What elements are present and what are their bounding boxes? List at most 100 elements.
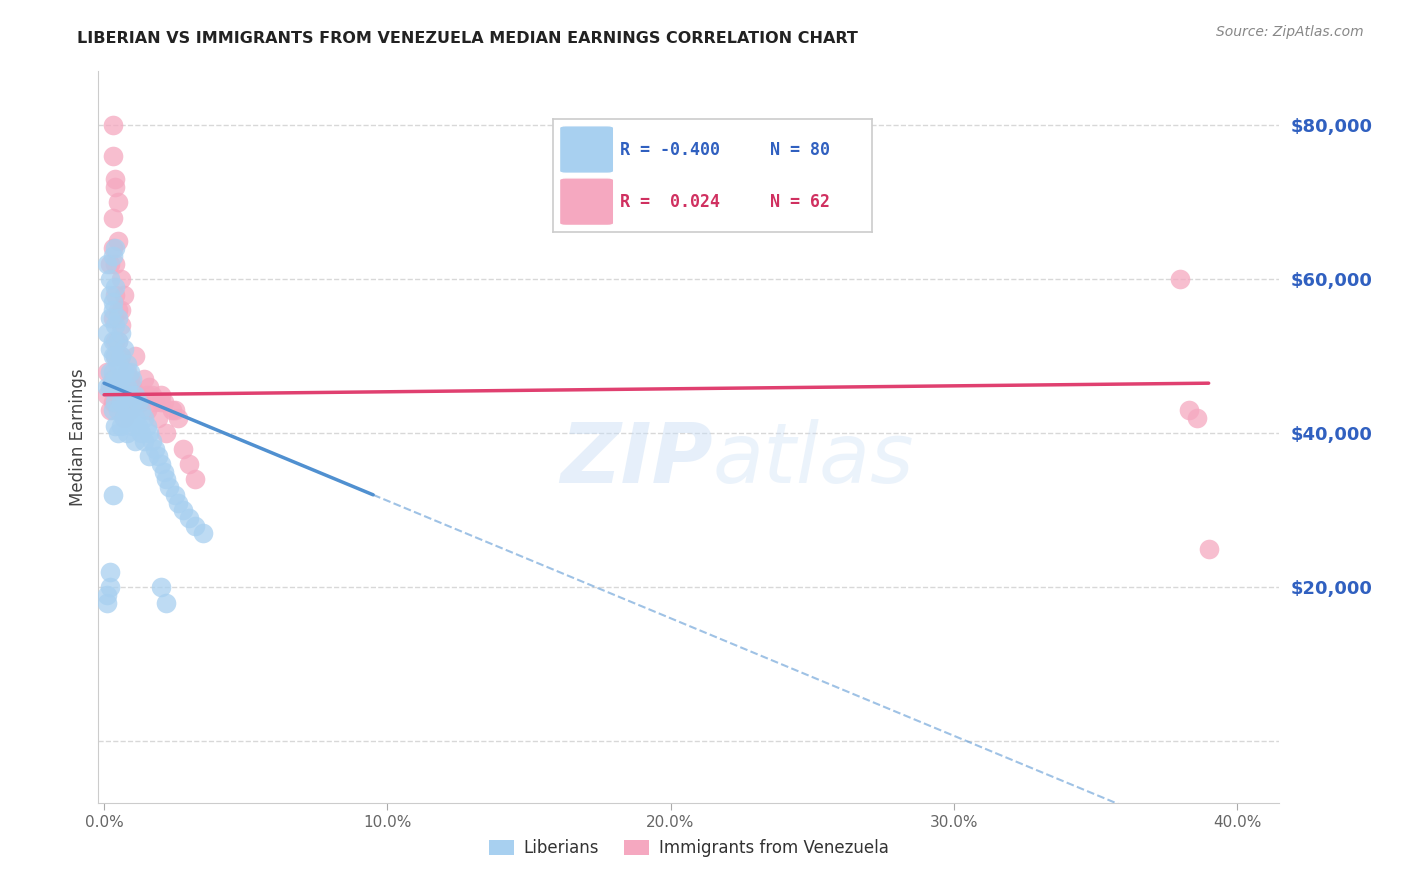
Point <box>101 395 124 409</box>
Point <box>1187 410 1209 425</box>
Point <box>104 334 127 348</box>
Point <box>107 426 129 441</box>
Legend: Liberians, Immigrants from Venezuela: Liberians, Immigrants from Venezuela <box>482 832 896 864</box>
Point <box>149 388 172 402</box>
Point <box>193 526 215 541</box>
Point <box>107 234 129 248</box>
Point <box>172 442 194 456</box>
Point <box>101 149 124 163</box>
Point <box>112 410 135 425</box>
Point <box>101 249 124 263</box>
Point <box>107 403 129 417</box>
Point <box>115 426 138 441</box>
Point <box>118 365 141 379</box>
Point <box>149 457 172 471</box>
Point <box>110 380 132 394</box>
Point <box>101 403 124 417</box>
Point <box>143 395 166 409</box>
Point <box>121 380 143 394</box>
Point <box>152 395 174 409</box>
Point <box>143 442 166 456</box>
Point <box>132 372 155 386</box>
Point <box>118 403 141 417</box>
Point <box>98 310 121 325</box>
Point <box>107 310 129 325</box>
Point <box>104 179 127 194</box>
Point <box>146 410 169 425</box>
Text: LIBERIAN VS IMMIGRANTS FROM VENEZUELA MEDIAN EARNINGS CORRELATION CHART: LIBERIAN VS IMMIGRANTS FROM VENEZUELA ME… <box>77 31 858 46</box>
Point <box>115 380 138 394</box>
Point <box>101 211 124 225</box>
Point <box>101 488 124 502</box>
Point <box>138 450 160 464</box>
Text: ZIP: ZIP <box>560 418 713 500</box>
Point <box>98 380 121 394</box>
Point <box>112 365 135 379</box>
Point <box>135 403 157 417</box>
Point <box>121 372 143 386</box>
Point <box>177 511 200 525</box>
Point <box>104 280 127 294</box>
Point <box>149 580 172 594</box>
Point <box>172 503 194 517</box>
Point <box>104 395 127 409</box>
Point <box>101 372 124 386</box>
Point <box>1178 403 1201 417</box>
Point <box>104 349 127 363</box>
Point <box>107 334 129 348</box>
Point <box>101 303 124 318</box>
Point <box>107 349 129 363</box>
Point <box>98 380 121 394</box>
Point <box>127 418 149 433</box>
Point <box>124 349 146 363</box>
Point <box>115 357 138 371</box>
Point <box>110 349 132 363</box>
Y-axis label: Median Earnings: Median Earnings <box>69 368 87 506</box>
Point <box>121 418 143 433</box>
Point <box>155 596 177 610</box>
Point <box>129 403 152 417</box>
Point <box>98 272 121 286</box>
Point <box>98 342 121 356</box>
Point <box>155 426 177 441</box>
Point <box>112 342 135 356</box>
Point <box>110 418 132 433</box>
Point <box>96 588 118 602</box>
Point <box>129 395 152 409</box>
Point <box>104 287 127 301</box>
Point <box>104 349 127 363</box>
Point <box>155 472 177 486</box>
Point <box>127 395 149 409</box>
Point <box>96 257 118 271</box>
Point <box>107 303 129 318</box>
Point <box>138 380 160 394</box>
Point <box>110 272 132 286</box>
Point <box>129 426 152 441</box>
Point <box>115 403 138 417</box>
Point <box>124 410 146 425</box>
Point <box>183 518 205 533</box>
Point <box>110 326 132 340</box>
Point <box>101 295 124 310</box>
Point <box>107 195 129 210</box>
Point <box>141 388 163 402</box>
Point <box>104 257 127 271</box>
Point <box>118 372 141 386</box>
Point <box>101 334 124 348</box>
Point <box>183 472 205 486</box>
Point <box>141 434 163 448</box>
Point <box>166 410 188 425</box>
Point <box>101 365 124 379</box>
Point <box>107 334 129 348</box>
Point <box>96 380 118 394</box>
Point <box>135 418 157 433</box>
Point <box>104 418 127 433</box>
Point <box>1198 541 1220 556</box>
Point <box>96 388 118 402</box>
Text: Source: ZipAtlas.com: Source: ZipAtlas.com <box>1216 25 1364 39</box>
Point <box>104 372 127 386</box>
Point <box>101 310 124 325</box>
Point <box>149 395 172 409</box>
Point <box>157 480 180 494</box>
Point <box>146 450 169 464</box>
